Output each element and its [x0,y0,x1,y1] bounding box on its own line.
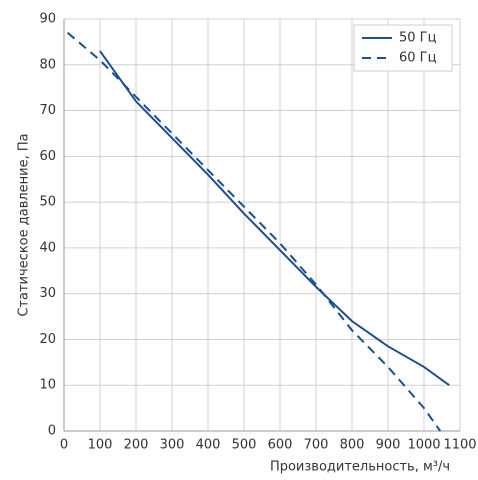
y-tick-label: 60 [39,149,56,164]
legend-label: 60 Гц [399,51,437,66]
y-tick-label: 70 [39,103,56,118]
y-tick-label: 50 [39,195,56,210]
y-tick-label: 90 [39,12,56,27]
x-axis-label: Производительность, м³/ч [270,460,450,475]
x-tick-label: 500 [232,438,257,453]
legend-box [353,24,453,72]
series-line [99,50,450,387]
x-tick-label: 1000 [407,438,440,453]
x-tick-label: 800 [340,438,365,453]
y-tick-label: 30 [39,286,56,301]
y-tick-label: 10 [39,378,56,393]
x-tick-label: 400 [196,438,221,453]
x-tick-label: 700 [304,438,329,453]
y-tick-label: 20 [39,332,56,347]
x-tick-label: 600 [268,438,293,453]
series-line [66,31,442,432]
y-tick-label: 80 [39,57,56,72]
legend-label: 50 Гц [399,31,437,46]
x-tick-label: 0 [60,438,68,453]
x-tick-label: 1100 [443,438,476,453]
y-tick-label: 40 [39,240,56,255]
x-tick-label: 900 [376,438,401,453]
x-tick-label: 200 [124,438,149,453]
x-tick-label: 300 [160,438,185,453]
y-axis-label: Статическое давление, Па [17,133,32,316]
y-tick-label: 0 [48,424,56,439]
x-tick-label: 100 [88,438,113,453]
